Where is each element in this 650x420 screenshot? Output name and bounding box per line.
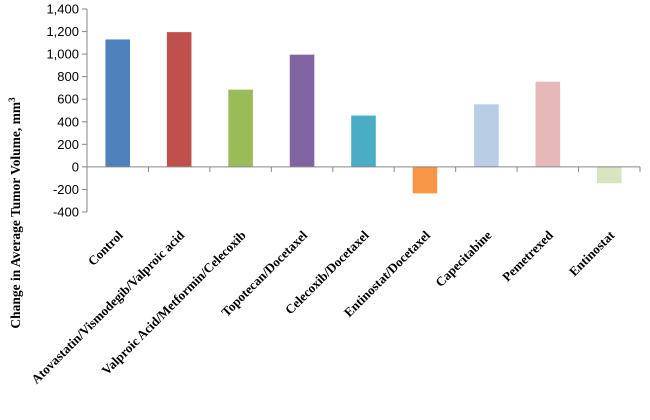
bar-2 xyxy=(228,89,253,167)
x-category-label: Pemetrexed xyxy=(499,227,556,284)
y-tick-label: 400 xyxy=(57,114,79,129)
y-axis-title-superscript: 3 xyxy=(7,97,17,102)
y-tick-label: -400 xyxy=(53,205,79,220)
bar-5 xyxy=(412,166,438,194)
bar-6 xyxy=(474,104,499,167)
bar-0 xyxy=(105,39,131,167)
y-tick-label: 600 xyxy=(57,92,79,107)
y-tick-label: -200 xyxy=(53,182,79,197)
bar-3 xyxy=(289,54,315,167)
x-category-label: Capecitabine xyxy=(432,227,494,289)
y-axis-title-text: Change in Average Tumor Volume, mm xyxy=(8,101,23,329)
x-category-label: Control xyxy=(85,227,126,268)
bars xyxy=(105,32,622,194)
y-tick-label: 1,200 xyxy=(46,24,79,39)
y-tick-label: 1,000 xyxy=(46,47,79,62)
bar-4 xyxy=(351,115,376,167)
y-tick-label: 0 xyxy=(72,159,79,174)
bar-7 xyxy=(535,81,561,167)
y-tick-label: 1,400 xyxy=(46,2,79,17)
y-tick-label: 800 xyxy=(57,69,79,84)
y-axis-title: Change in Average Tumor Volume, mm3 xyxy=(7,97,23,329)
bar-8 xyxy=(596,166,622,184)
y-tick-label: 200 xyxy=(57,137,79,152)
x-category-label: Entinostat xyxy=(566,227,618,279)
y-axis: -400 -200 0 200 400 600 800 1,000 1,200 1,400 xyxy=(46,2,88,220)
bar-1 xyxy=(166,32,192,167)
